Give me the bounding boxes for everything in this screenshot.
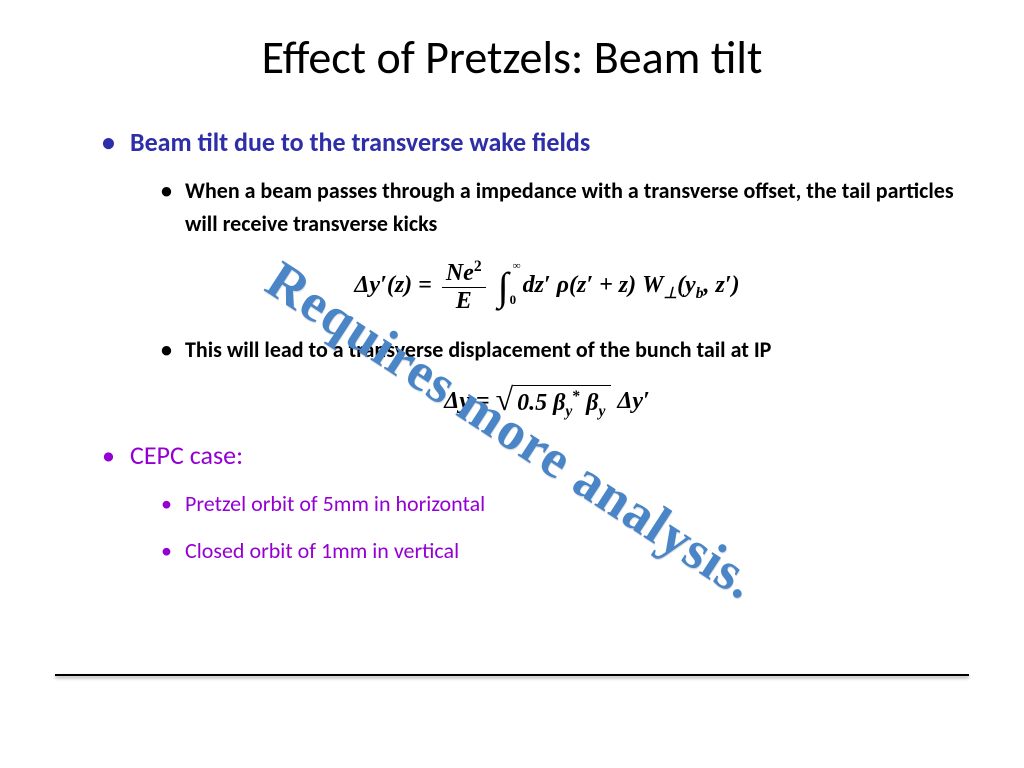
equation-1: Δy′(z) = Ne2E ∫∞0 dz′ ρ(z′ + z) W⊥(yb, z…	[130, 258, 964, 315]
sub-bullet-1-2: This will lead to a transverse displacem…	[185, 333, 964, 366]
slide-title: Effect of Pretzels: Beam tilt	[60, 30, 964, 86]
equation-2: Δy = √0.5 βy* βy Δy′	[130, 384, 964, 421]
divider-line	[55, 674, 969, 676]
sub-bullet-2-1: Pretzel orbit of 5mm in horizontal	[185, 487, 964, 520]
bullet-sub-list-2: Pretzel orbit of 5mm in horizontal Close…	[130, 487, 964, 567]
bullet-sub-list-1: When a beam passes through a impedance w…	[130, 174, 964, 421]
sub-bullet-1-1: When a beam passes through a impedance w…	[185, 174, 964, 240]
bullet-main-1: Beam tilt due to the transverse wake fie…	[130, 126, 964, 421]
bullet-main-1-text: Beam tilt due to the transverse wake fie…	[130, 126, 590, 158]
slide: Effect of Pretzels: Beam tilt Beam tilt …	[0, 0, 1024, 768]
sub-bullet-2-2: Closed orbit of 1mm in vertical	[185, 534, 964, 567]
bullet-main-2-text: CEPC case:	[130, 439, 243, 471]
bullet-list-level1: Beam tilt due to the transverse wake fie…	[60, 126, 964, 567]
bullet-main-2: CEPC case: Pretzel orbit of 5mm in horiz…	[130, 439, 964, 567]
